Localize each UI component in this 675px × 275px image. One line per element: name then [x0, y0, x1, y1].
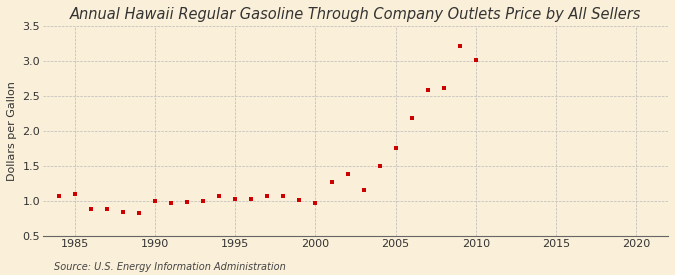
Title: Annual Hawaii Regular Gasoline Through Company Outlets Price by All Sellers: Annual Hawaii Regular Gasoline Through C…	[70, 7, 641, 22]
Y-axis label: Dollars per Gallon: Dollars per Gallon	[7, 81, 17, 181]
Text: Source: U.S. Energy Information Administration: Source: U.S. Energy Information Administ…	[54, 262, 286, 272]
